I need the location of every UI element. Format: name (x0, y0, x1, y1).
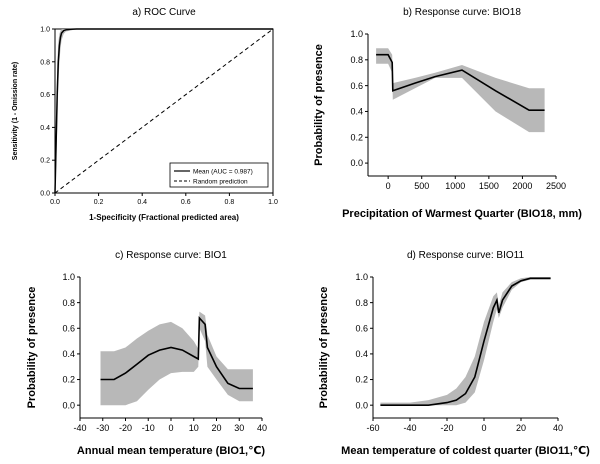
y-tick-label: 0.2 (355, 375, 368, 385)
legend-label-mean: Mean (AUC = 0.987) (193, 169, 253, 176)
y-tick-label: 1.0 (350, 29, 363, 39)
x-tick-label: 0.6 (181, 199, 191, 206)
x-tick-label: 0.2 (94, 199, 104, 206)
x-tick-label: 2000 (512, 181, 532, 191)
x-tick-label: 30 (234, 423, 244, 433)
y-tick-label: 0.0 (62, 400, 75, 410)
y-axis-label: Probability of presence (26, 287, 38, 409)
y-tick-label: 0.8 (62, 298, 75, 308)
response-mean-line (376, 53, 545, 111)
chart-a: a) ROC Curve 0.0 0.2 0.4 0.6 0.8 1.0 0.0 0.2 0.4 0… (12, 7, 278, 222)
chart-title: a) ROC Curve (132, 7, 196, 18)
legend-label-random: Random prediction (193, 179, 248, 186)
x-tick-label: 500 (414, 181, 429, 191)
y-tick-label: 0.6 (355, 323, 368, 333)
x-tick-label: -60 (366, 423, 379, 433)
x-tick-label: 1.0 (268, 199, 278, 206)
x-tick-label: -20 (440, 423, 453, 433)
y-tick-label: 0.4 (350, 107, 363, 117)
y-tick-label: 0.8 (355, 298, 368, 308)
chart-title: b) Response curve: BIO18 (403, 7, 521, 18)
chart-b: b) Response curve: BIO18 0 500 1000 1500 2000… (313, 7, 582, 220)
chart-c: c) Response curve: BIO1 -40 -30 -20 -10 0 10 20… (26, 250, 267, 457)
chart-title: c) Response curve: BIO1 (115, 250, 227, 261)
x-tick-label: 0.8 (225, 199, 235, 206)
x-axis-label: Annual mean temperature (BIO1,℃) (77, 445, 265, 457)
confidence-band (380, 277, 551, 406)
x-tick-label: -30 (96, 423, 109, 433)
x-tick-label: 0 (481, 423, 486, 433)
y-tick-label: 0.4 (62, 349, 75, 359)
x-axis-label: Mean temperature of coldest quarter (BIO… (341, 445, 590, 457)
y-tick-label: 0.8 (350, 55, 363, 65)
x-tick-label: 40 (553, 423, 563, 433)
y-tick-label: 0.2 (350, 132, 363, 142)
y-tick-label: 0.8 (40, 59, 50, 66)
roc-mean-line (54, 28, 273, 194)
x-tick-label: 0 (386, 181, 391, 191)
x-tick-label: 40 (257, 423, 267, 433)
response-mean-line (100, 315, 253, 390)
y-tick-label: 0.2 (62, 375, 75, 385)
y-axis-label: Probability of presence (313, 44, 325, 166)
y-tick-label: 0.0 (40, 190, 50, 197)
chart-d: d) Response curve: BIO11 -60 -40 -20 0 20 40 0.… (318, 250, 590, 457)
x-tick-label: -20 (119, 423, 132, 433)
y-tick-label: 1.0 (40, 26, 50, 33)
y-tick-label: 1.0 (62, 272, 75, 282)
x-axis-label: Precipitation of Warmest Quarter (BIO18,… (342, 208, 582, 220)
y-tick-label: 1.0 (355, 272, 368, 282)
random-prediction-line (54, 28, 274, 194)
x-axis-label: 1-Specificity (Fractional predicted area… (89, 213, 239, 222)
x-tick-label: 0 (168, 423, 173, 433)
x-tick-label: 20 (211, 423, 221, 433)
y-tick-label: 0.6 (350, 81, 363, 91)
x-tick-label: -40 (403, 423, 416, 433)
y-tick-label: 0.6 (40, 92, 50, 99)
confidence-band (376, 48, 545, 133)
y-tick-label: 0.4 (355, 349, 368, 359)
y-axis-label: Sensitivity (1 - Omission rate) (12, 62, 19, 160)
y-tick-label: 0.6 (62, 323, 75, 333)
y-tick-label: 0.0 (355, 400, 368, 410)
x-tick-label: 1000 (445, 181, 465, 191)
x-tick-label: -40 (73, 423, 86, 433)
x-tick-label: 10 (189, 423, 199, 433)
confidence-band (100, 311, 253, 406)
x-tick-label: -10 (142, 423, 155, 433)
y-tick-label: 0.0 (350, 158, 363, 168)
y-tick-label: 0.2 (40, 158, 50, 165)
x-tick-label: 2500 (546, 181, 566, 191)
legend-box (169, 162, 269, 188)
y-tick-label: 0.4 (40, 125, 50, 132)
x-tick-label: 20 (516, 423, 526, 433)
chart-title: d) Response curve: BIO11 (407, 250, 525, 261)
x-tick-label: 1500 (479, 181, 499, 191)
response-mean-line (380, 277, 551, 406)
x-tick-label: 0.0 (50, 199, 60, 206)
x-tick-label: 0.4 (137, 199, 147, 206)
y-axis-label: Probability of presence (318, 287, 330, 409)
